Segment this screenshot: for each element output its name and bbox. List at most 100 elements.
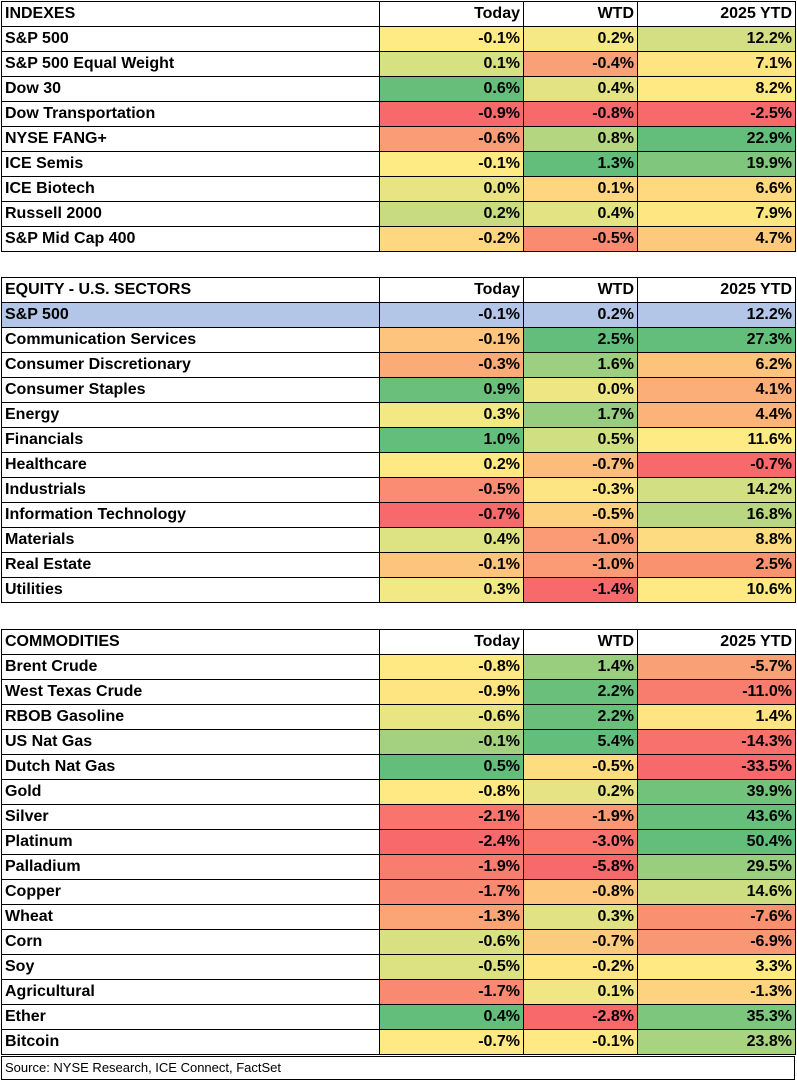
cell-wtd: -1.0% — [523, 527, 638, 553]
cell-ytd: 39.9% — [637, 779, 796, 805]
row-label: Silver — [1, 804, 380, 830]
table-row: S&P 500 Equal Weight 0.1% -0.4% 7.1% — [1, 51, 796, 77]
table-row: Ether 0.4% -2.8% 35.3% — [1, 1004, 796, 1030]
cell-wtd: 2.2% — [523, 679, 638, 705]
cell-today: -0.1% — [379, 552, 524, 578]
sectors-table: EQUITY - U.S. SECTORS Today WTD 2025 YTD S&P… — [1, 277, 796, 603]
row-label: NYSE FANG+ — [1, 126, 380, 152]
section-title: COMMODITIES — [1, 629, 380, 655]
cell-today: -0.1% — [379, 302, 524, 328]
table-row: Palladium -1.9% -5.8% 29.5% — [1, 854, 796, 880]
cell-today: -0.9% — [379, 101, 524, 127]
cell-ytd: 12.2% — [637, 302, 796, 328]
cell-ytd: -6.9% — [637, 929, 796, 955]
table-row: Agricultural -1.7% 0.1% -1.3% — [1, 979, 796, 1005]
header-row: COMMODITIES Today WTD 2025 YTD — [1, 629, 796, 655]
table-row: Dutch Nat Gas 0.5% -0.5% -33.5% — [1, 754, 796, 780]
row-label: Palladium — [1, 854, 380, 880]
cell-wtd: 0.2% — [523, 779, 638, 805]
cell-today: 0.4% — [379, 1004, 524, 1030]
row-label: Dutch Nat Gas — [1, 754, 380, 780]
cell-today: -0.5% — [379, 477, 524, 503]
cell-ytd: 6.2% — [637, 352, 796, 378]
table-row: Financials 1.0% 0.5% 11.6% — [1, 427, 796, 453]
row-label: Real Estate — [1, 552, 380, 578]
indexes-body: INDEXES Today WTD 2025 YTD S&P 500 -0.1% 0.2% 1… — [1, 1, 796, 252]
cell-ytd: 10.6% — [637, 577, 796, 603]
cell-today: -0.5% — [379, 954, 524, 980]
cell-ytd: 14.6% — [637, 879, 796, 905]
row-label: Agricultural — [1, 979, 380, 1005]
cell-ytd: 11.6% — [637, 427, 796, 453]
cell-today: -1.9% — [379, 854, 524, 880]
cell-ytd: 19.9% — [637, 151, 796, 177]
cell-wtd: -0.8% — [523, 879, 638, 905]
table-row: Communication Services -0.1% 2.5% 27.3% — [1, 327, 796, 353]
cell-wtd: -3.0% — [523, 829, 638, 855]
section-title: EQUITY - U.S. SECTORS — [1, 277, 380, 303]
cell-today: 0.2% — [379, 201, 524, 227]
cell-ytd: 2.5% — [637, 552, 796, 578]
table-row: Consumer Staples 0.9% 0.0% 4.1% — [1, 377, 796, 403]
cell-wtd: 0.1% — [523, 979, 638, 1005]
cell-today: -0.6% — [379, 704, 524, 730]
cell-wtd: -1.4% — [523, 577, 638, 603]
row-label: Information Technology — [1, 502, 380, 528]
cell-ytd: 16.8% — [637, 502, 796, 528]
cell-wtd: 5.4% — [523, 729, 638, 755]
table-row: ICE Semis -0.1% 1.3% 19.9% — [1, 151, 796, 177]
table-row: US Nat Gas -0.1% 5.4% -14.3% — [1, 729, 796, 755]
cell-today: -0.2% — [379, 226, 524, 252]
row-label: ICE Biotech — [1, 176, 380, 202]
cell-wtd: 0.1% — [523, 176, 638, 202]
cell-today: 0.6% — [379, 76, 524, 102]
row-label: Communication Services — [1, 327, 380, 353]
cell-ytd: 4.7% — [637, 226, 796, 252]
row-label: S&P Mid Cap 400 — [1, 226, 380, 252]
cell-wtd: 0.2% — [523, 302, 638, 328]
cell-ytd: -33.5% — [637, 754, 796, 780]
row-label: US Nat Gas — [1, 729, 380, 755]
table-row: RBOB Gasoline -0.6% 2.2% 1.4% — [1, 704, 796, 730]
cell-wtd: -0.5% — [523, 502, 638, 528]
row-label: Platinum — [1, 829, 380, 855]
cell-ytd: 4.4% — [637, 402, 796, 428]
column-header-wtd: WTD — [523, 277, 638, 303]
cell-ytd: -7.6% — [637, 904, 796, 930]
commodities-body: COMMODITIES Today WTD 2025 YTD Brent Crude -0… — [1, 629, 796, 1055]
cell-today: 0.0% — [379, 176, 524, 202]
row-label: S&P 500 — [1, 302, 380, 328]
column-header-today: Today — [379, 1, 524, 27]
row-label: Financials — [1, 427, 380, 453]
commodities-table: COMMODITIES Today WTD 2025 YTD Brent Crude -0… — [1, 629, 796, 1055]
table-row: Brent Crude -0.8% 1.4% -5.7% — [1, 654, 796, 680]
cell-today: -0.3% — [379, 352, 524, 378]
column-header-today: Today — [379, 277, 524, 303]
cell-wtd: 0.4% — [523, 76, 638, 102]
cell-ytd: 7.9% — [637, 201, 796, 227]
row-label: Brent Crude — [1, 654, 380, 680]
cell-ytd: 1.4% — [637, 704, 796, 730]
cell-ytd: -5.7% — [637, 654, 796, 680]
row-label: Healthcare — [1, 452, 380, 478]
cell-wtd: -0.2% — [523, 954, 638, 980]
cell-wtd: -0.1% — [523, 1029, 638, 1055]
cell-today: -0.1% — [379, 327, 524, 353]
cell-ytd: -0.7% — [637, 452, 796, 478]
column-header-ytd: 2025 YTD — [637, 629, 796, 655]
cell-wtd: -2.8% — [523, 1004, 638, 1030]
cell-ytd: 7.1% — [637, 51, 796, 77]
cell-wtd: 0.3% — [523, 904, 638, 930]
cell-today: -0.9% — [379, 679, 524, 705]
cell-wtd: -0.5% — [523, 754, 638, 780]
section-title: INDEXES — [1, 1, 380, 27]
cell-ytd: -2.5% — [637, 101, 796, 127]
cell-wtd: 1.6% — [523, 352, 638, 378]
cell-ytd: 12.2% — [637, 26, 796, 52]
row-label: Dow Transportation — [1, 101, 380, 127]
cell-today: -1.3% — [379, 904, 524, 930]
cell-wtd: -5.8% — [523, 854, 638, 880]
row-label: Utilities — [1, 577, 380, 603]
row-label: Consumer Staples — [1, 377, 380, 403]
table-row: Information Technology -0.7% -0.5% 16.8% — [1, 502, 796, 528]
